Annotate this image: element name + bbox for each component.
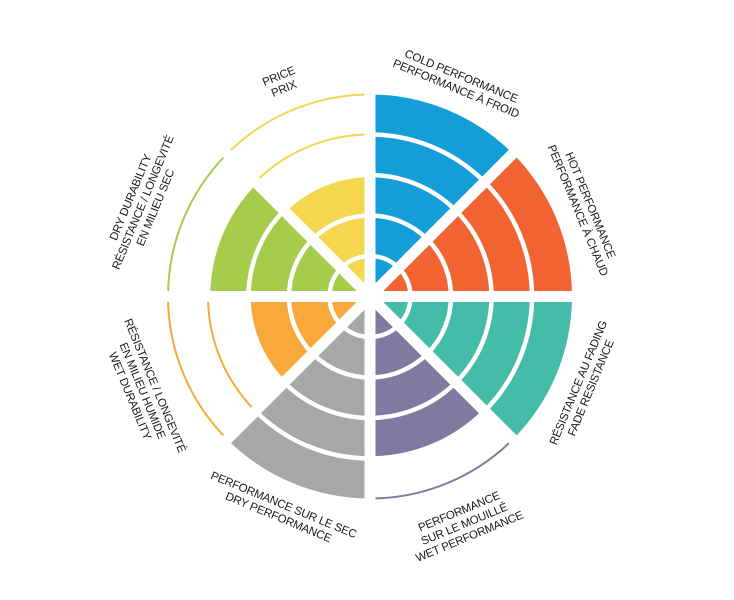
level-outline-arc bbox=[167, 296, 228, 441]
sector-bar bbox=[208, 181, 370, 297]
sector-bar bbox=[370, 296, 485, 459]
level-outline-arc bbox=[369, 438, 514, 500]
level-outline-arc bbox=[207, 296, 257, 412]
level-outline-arc bbox=[254, 133, 371, 183]
sector-bar bbox=[248, 296, 370, 383]
sector-separators bbox=[158, 84, 582, 509]
unfilled-level-arcs bbox=[167, 93, 514, 500]
sector-bar bbox=[284, 175, 370, 297]
level-outline-arc bbox=[167, 152, 228, 297]
sector-separator bbox=[216, 142, 524, 451]
level-outline-arc bbox=[226, 93, 371, 155]
